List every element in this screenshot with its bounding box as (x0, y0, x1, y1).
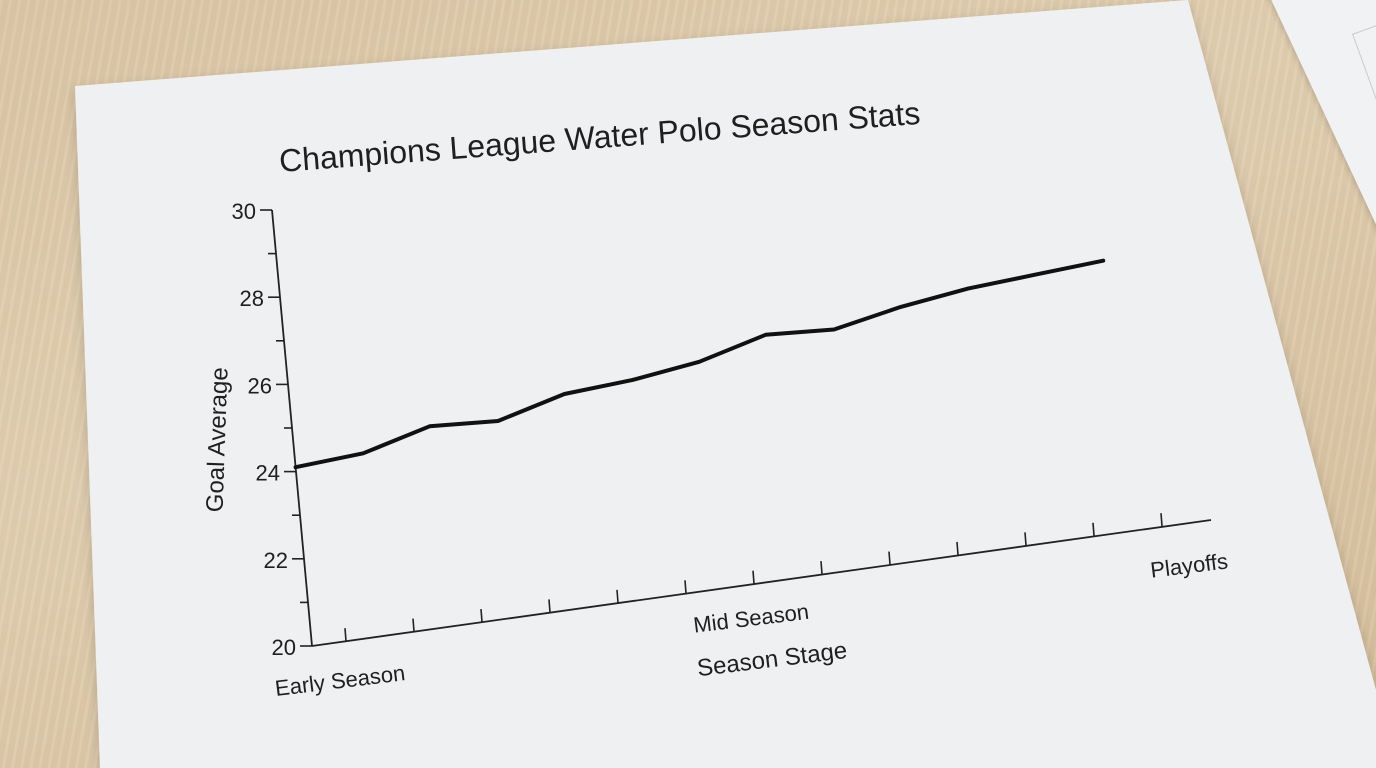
y-tick-label: 22 (264, 548, 288, 573)
y-axis-label: Goal Average (201, 367, 233, 513)
x-axis-line (311, 519, 1212, 647)
x-tick (412, 618, 415, 632)
y-tick-label: 20 (272, 635, 296, 660)
x-tick (752, 570, 755, 584)
x-tick (956, 541, 959, 556)
x-tick (820, 561, 823, 575)
x-axis-ticks (344, 513, 1163, 642)
x-tick (480, 608, 483, 623)
x-tick (1160, 513, 1163, 527)
x-tick (1024, 532, 1027, 546)
x-tick (1092, 522, 1095, 536)
y-axis-ticks (260, 209, 312, 647)
y-axis-tick-labels: 20 22 24 26 28 30 (232, 199, 296, 660)
x-tick (888, 551, 891, 565)
y-tick-label: 28 (240, 286, 264, 311)
x-tick (344, 628, 347, 642)
paper-sheet (75, 0, 1376, 768)
y-tick-label: 30 (232, 199, 256, 224)
y-tick-label: 24 (256, 461, 280, 486)
x-tick (548, 599, 551, 613)
x-tick (616, 589, 619, 603)
series-line (293, 258, 1106, 470)
y-tick-label: 26 (248, 373, 272, 398)
x-tick (684, 580, 687, 594)
